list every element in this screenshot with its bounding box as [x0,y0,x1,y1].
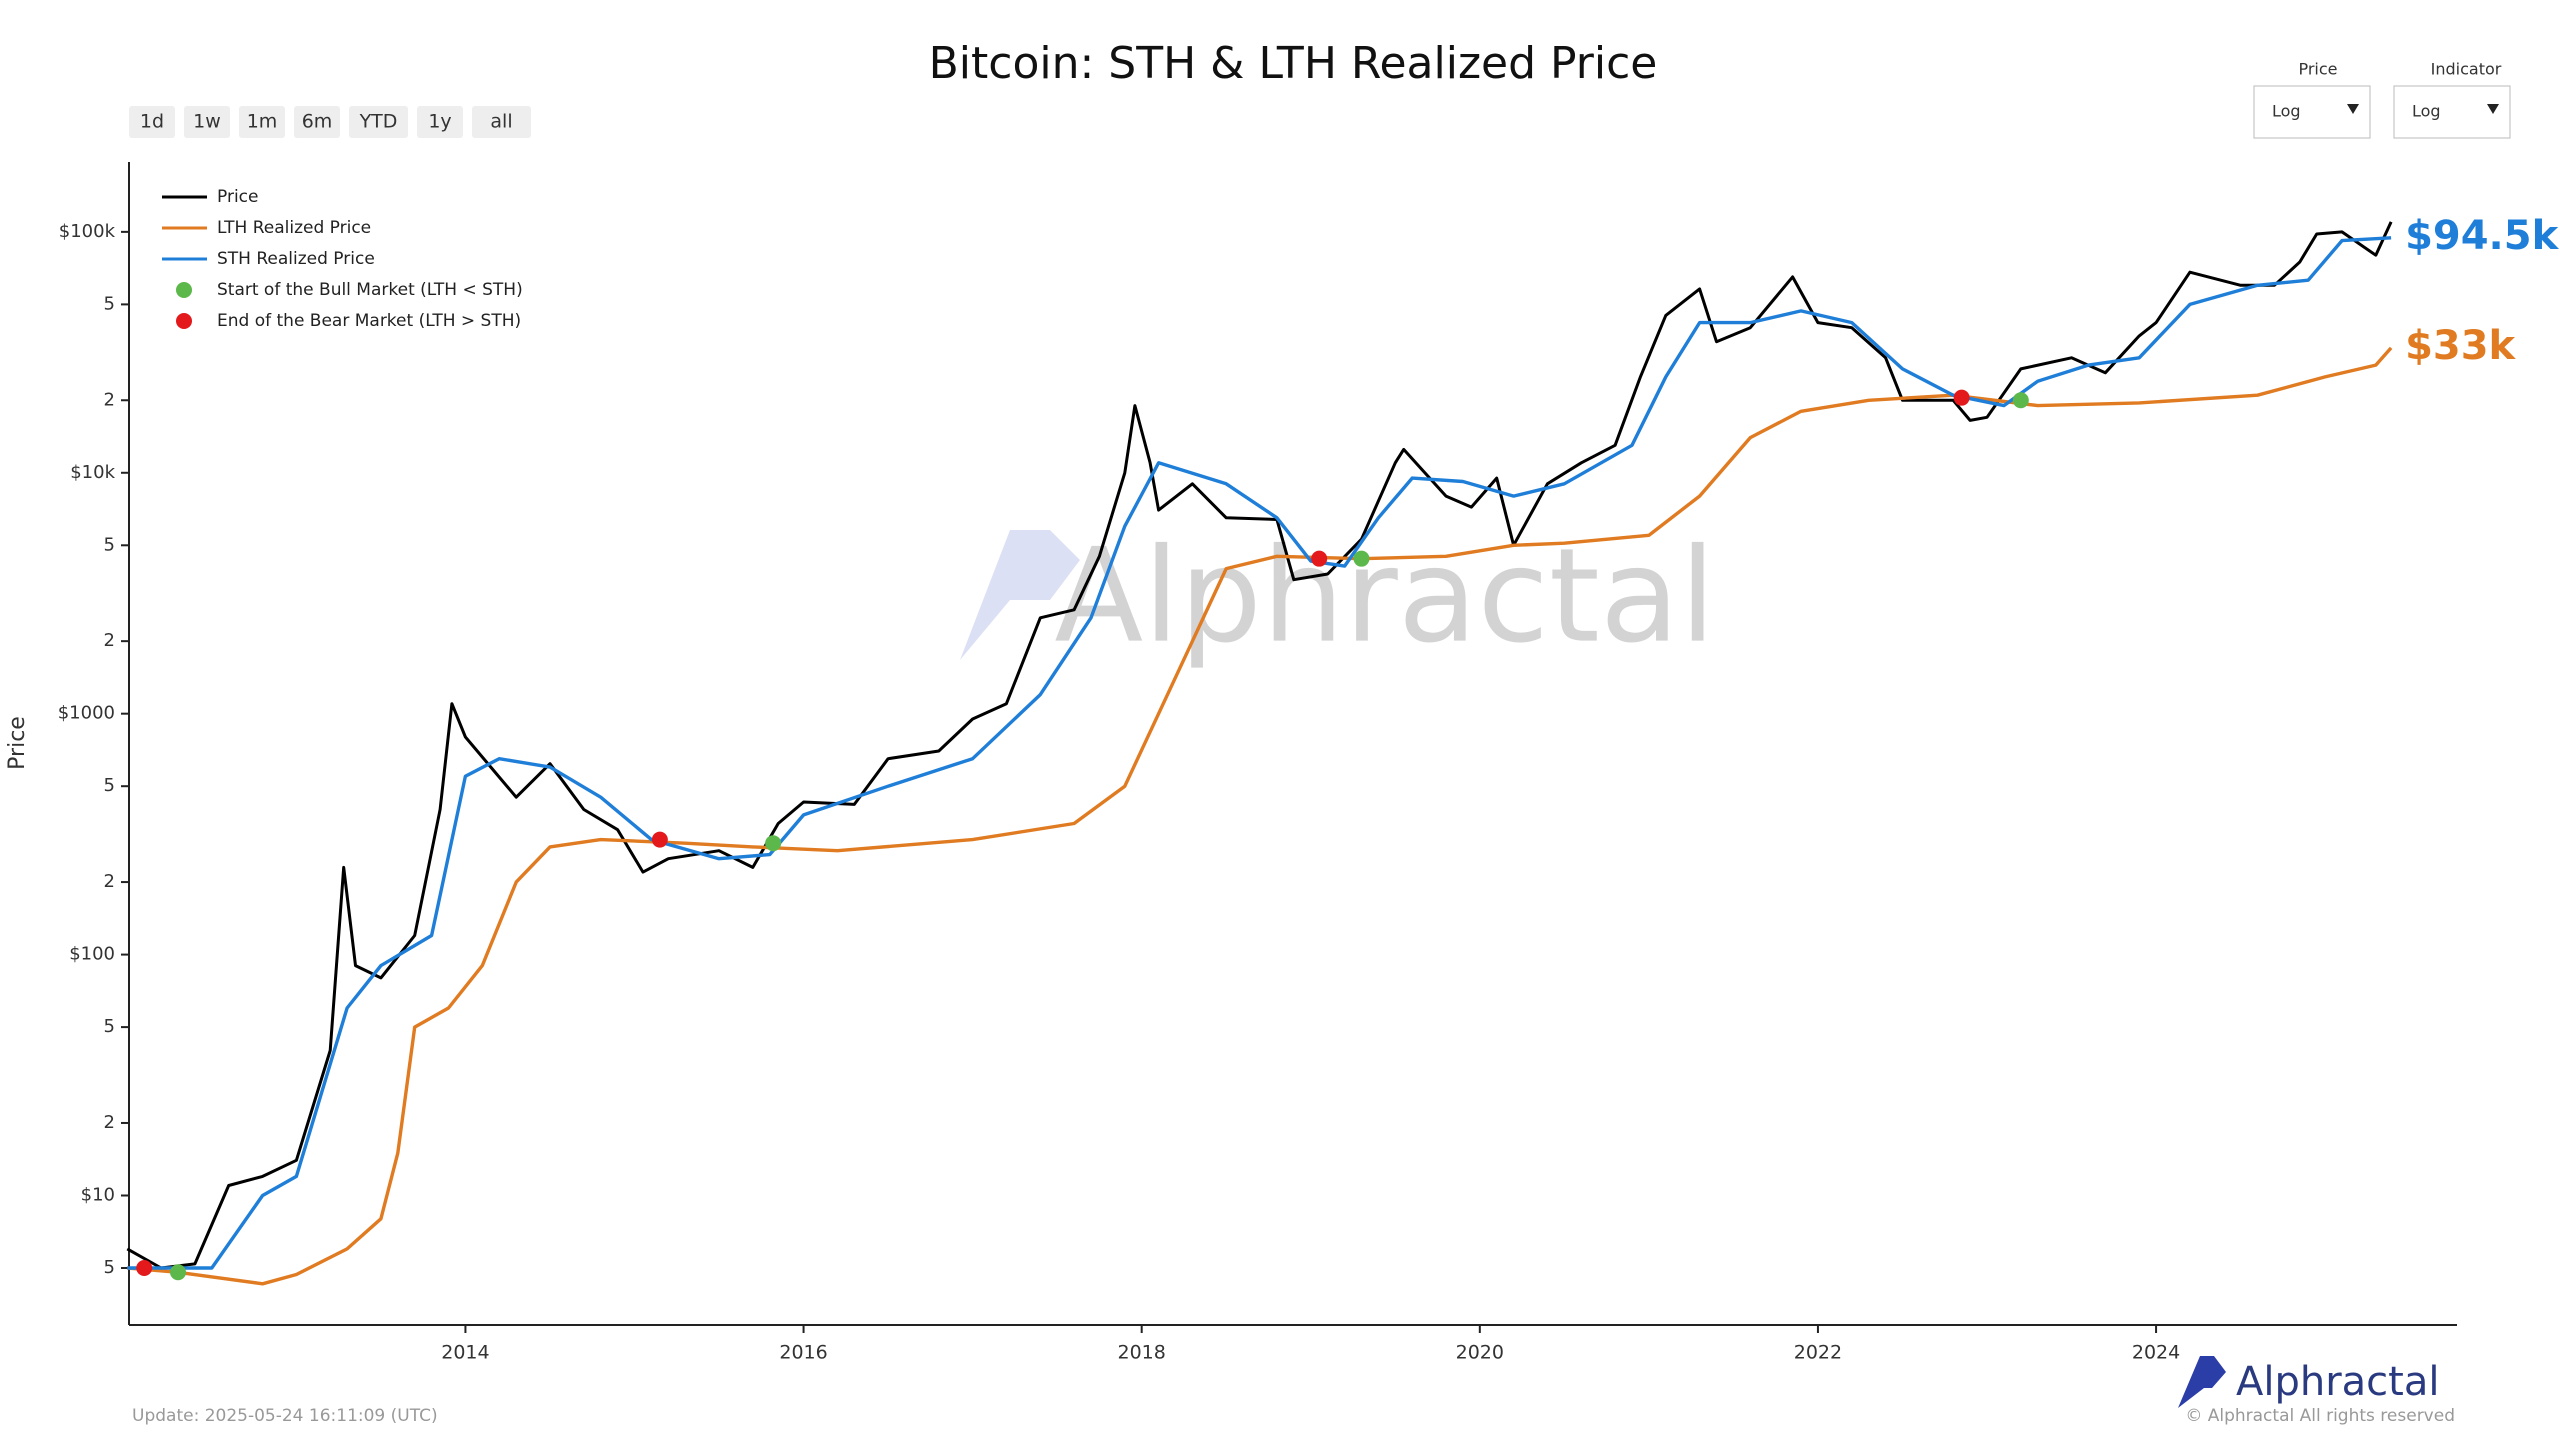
chart-title: Bitcoin: STH & LTH Realized Price [929,38,1658,89]
y-tick-label: $100k [59,221,116,242]
range-button[interactable] [239,106,285,138]
x-tick-label: 2022 [1794,1342,1842,1364]
marker [1953,389,1970,406]
marker [651,831,668,848]
y-tick-label: $1000 [58,703,115,724]
range-button-label: 1y [428,111,451,133]
marker [1353,550,1370,567]
marker [170,1264,187,1281]
marker [765,835,782,852]
dropdown-arrow [2487,104,2499,114]
end-label: $94.5k [2405,213,2560,259]
range-button-label: all [490,111,512,133]
marker [2012,392,2029,409]
range-button[interactable] [472,106,531,138]
range-button-label: 1d [140,111,164,133]
series-line [127,346,2393,1286]
y-tick-label: 5 [104,293,115,314]
x-tick-label: 2016 [779,1342,827,1364]
y-tick-label: 5 [104,1257,115,1278]
legend-marker [176,313,192,329]
watermark-logo [960,530,1080,660]
legend-label: Start of the Bull Market (LTH < STH) [217,280,523,300]
range-button[interactable] [129,106,175,138]
y-tick-label: 2 [104,630,115,651]
watermark: Alphractal [1054,520,1715,672]
y-tick-label: 5 [104,775,115,796]
price-scale-value: Log [2272,102,2301,121]
copyright: © Alphractal All rights reserved [2185,1406,2455,1426]
legend-label: STH Realized Price [217,249,375,269]
dropdown-arrow [2347,104,2359,114]
range-button-label: 1w [193,111,221,133]
y-tick-label: 2 [104,389,115,410]
range-button[interactable] [184,106,230,138]
y-tick-label: 5 [104,1016,115,1037]
y-tick-label: 5 [104,534,115,555]
legend-marker [176,282,192,298]
legend-label: LTH Realized Price [217,218,371,238]
x-tick-label: 2018 [1118,1342,1166,1364]
range-button-label: 1m [247,111,278,133]
price-scale-label: Price [2298,60,2337,79]
end-label: $33k [2405,323,2516,369]
series-line [126,221,2393,1270]
legend-label: Price [217,187,258,207]
marker [136,1260,153,1277]
y-tick-label: $10k [70,462,115,483]
y-tick-label: $100 [69,944,115,965]
marker [1311,550,1328,567]
x-tick-label: 2020 [1456,1342,1504,1364]
price-scale-select[interactable] [2253,85,2371,139]
range-button-label: YTD [359,111,398,133]
range-button[interactable] [349,106,408,138]
range-button[interactable] [417,106,463,138]
update-time: Update: 2025-05-24 16:11:09 (UTC) [132,1406,438,1426]
indicator-scale-label: Indicator [2431,60,2502,79]
x-tick-label: 2024 [2132,1342,2180,1364]
indicator-scale-select[interactable] [2393,85,2511,139]
brand-logo [2178,1356,2226,1408]
y-tick-label: 2 [104,871,115,892]
y-tick-label: $10 [81,1184,115,1205]
range-button[interactable] [294,106,340,138]
legend-label: End of the Bear Market (LTH > STH) [217,311,521,331]
y-tick-label: 2 [104,1112,115,1133]
indicator-scale-value: Log [2412,102,2441,121]
brand-name: Alphractal [2236,1359,2439,1405]
x-tick-label: 2014 [441,1342,489,1364]
series-line [127,236,2392,1270]
y-axis-label: Price [5,716,30,770]
range-button-label: 6m [302,111,333,133]
